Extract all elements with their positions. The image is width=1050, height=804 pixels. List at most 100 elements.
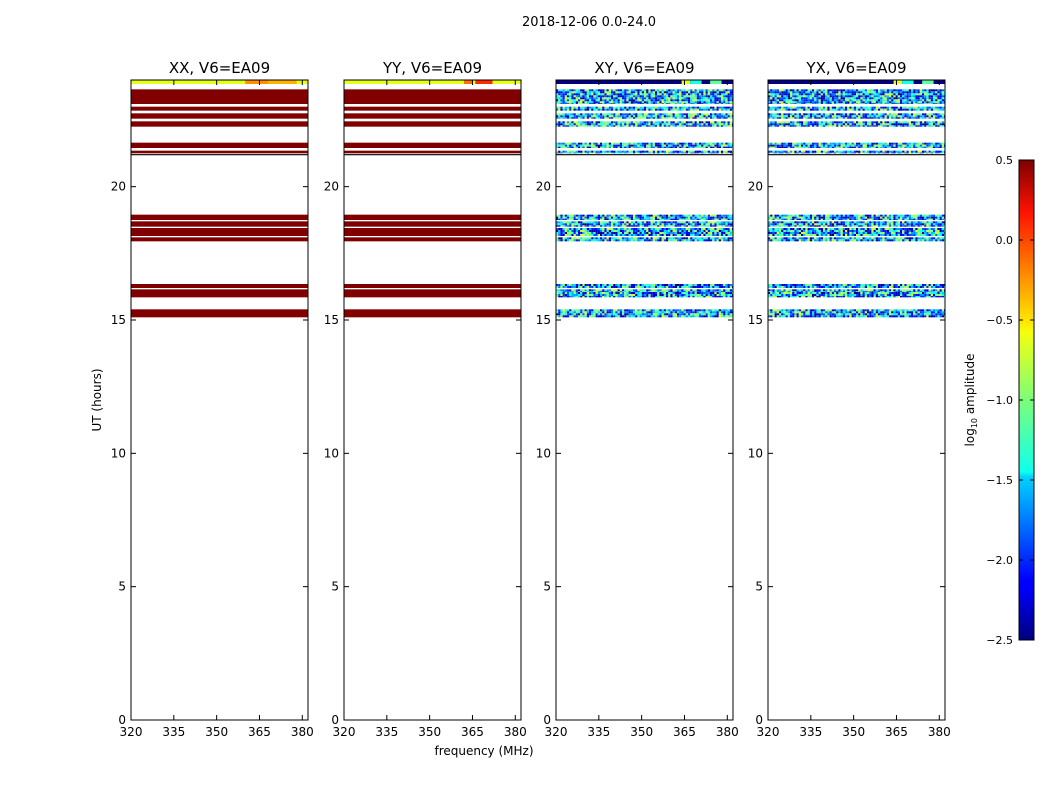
data-band [344, 143, 521, 148]
top-band-block [922, 80, 933, 84]
x-tick-label: 335 [375, 725, 398, 739]
data-band [768, 143, 945, 148]
x-tick-label: 320 [120, 725, 143, 739]
data-band [344, 215, 521, 220]
data-band [344, 89, 521, 104]
x-tick-label: 365 [461, 725, 484, 739]
top-band-block [710, 80, 721, 84]
data-band [556, 151, 733, 154]
y-tick-label: 10 [324, 446, 339, 460]
colorbar-tick-label: 0.0 [996, 234, 1014, 247]
data-band [131, 284, 308, 288]
top-band [344, 80, 521, 84]
data-band [131, 151, 308, 154]
y-tick-label: 5 [755, 580, 763, 594]
y-tick-label: 0 [755, 713, 763, 727]
data-band [131, 292, 308, 297]
colorbar-tick-label: −1.5 [986, 474, 1013, 487]
data-band [768, 121, 945, 126]
data-band [344, 309, 521, 317]
x-tick-label: 335 [587, 725, 610, 739]
y-tick-label: 5 [331, 580, 339, 594]
x-tick-label: 380 [928, 725, 951, 739]
y-tick-label: 20 [536, 180, 551, 194]
figure-title: 2018-12-06 0.0-24.0 [522, 15, 656, 30]
x-tick-label: 320 [757, 725, 780, 739]
data-band [556, 289, 733, 292]
data-band [768, 292, 945, 297]
y-tick-label: 5 [543, 580, 551, 594]
data-band [344, 151, 521, 154]
data-band [768, 89, 945, 104]
colorbar-tick-label: −1.0 [986, 394, 1013, 407]
data-band [556, 143, 733, 148]
data-band [556, 89, 733, 104]
y-tick-label: 0 [331, 713, 339, 727]
top-band-block [268, 80, 297, 84]
top-band [768, 80, 945, 84]
x-tick-label: 335 [162, 725, 185, 739]
colorbar-label-main: log [963, 428, 977, 446]
data-band [344, 221, 521, 226]
top-band-block [475, 80, 492, 84]
x-tick-label: 320 [545, 725, 568, 739]
x-axis-label: frequency (MHz) [434, 744, 533, 758]
x-tick-label: 380 [716, 725, 739, 739]
colorbar-tick-label: −2.5 [986, 634, 1013, 647]
data-band [768, 284, 945, 288]
data-band [556, 237, 733, 241]
axes-frame [131, 80, 308, 720]
data-band [344, 237, 521, 241]
top-band-block [464, 80, 473, 84]
x-tick-label: 365 [885, 725, 908, 739]
y-tick-label: 15 [748, 313, 763, 327]
top-band-block [682, 80, 691, 84]
data-band [556, 121, 733, 126]
data-band [556, 292, 733, 297]
data-band [344, 107, 521, 111]
data-band [131, 309, 308, 317]
top-band-block [245, 80, 268, 84]
data-band [131, 289, 308, 292]
y-tick-label: 10 [111, 446, 126, 460]
y-tick-label: 15 [324, 313, 339, 327]
colorbar-tick-label: 0.5 [996, 154, 1014, 167]
y-tick-label: 10 [536, 446, 551, 460]
y-axis-label: UT (hours) [90, 368, 104, 431]
x-tick-label: 350 [418, 725, 441, 739]
data-band [556, 284, 733, 288]
y-tick-label: 20 [324, 180, 339, 194]
data-band [131, 143, 308, 148]
axes-frame [556, 80, 733, 720]
colorbar-tick-label: −0.5 [986, 314, 1013, 327]
panel-title: XY, V6=EA09 [594, 59, 694, 77]
y-tick-label: 20 [748, 180, 763, 194]
data-band [131, 228, 308, 236]
data-band [768, 107, 945, 111]
y-tick-label: 0 [118, 713, 126, 727]
x-tick-label: 350 [205, 725, 228, 739]
x-tick-label: 380 [291, 725, 314, 739]
x-tick-label: 350 [842, 725, 865, 739]
data-band [556, 113, 733, 118]
y-tick-label: 5 [118, 580, 126, 594]
data-band [556, 228, 733, 236]
data-band [131, 121, 308, 126]
data-band [556, 309, 733, 317]
axes-frame [768, 80, 945, 720]
data-band [344, 289, 521, 292]
data-band [344, 292, 521, 297]
data-band [344, 228, 521, 236]
data-band [768, 151, 945, 154]
colorbar-tick-label: −2.0 [986, 554, 1013, 567]
y-tick-label: 10 [748, 446, 763, 460]
colorbar: 0.50.0−0.5−1.0−1.5−2.0−2.5 log10 amplitu… [963, 154, 1034, 647]
data-band [768, 289, 945, 292]
